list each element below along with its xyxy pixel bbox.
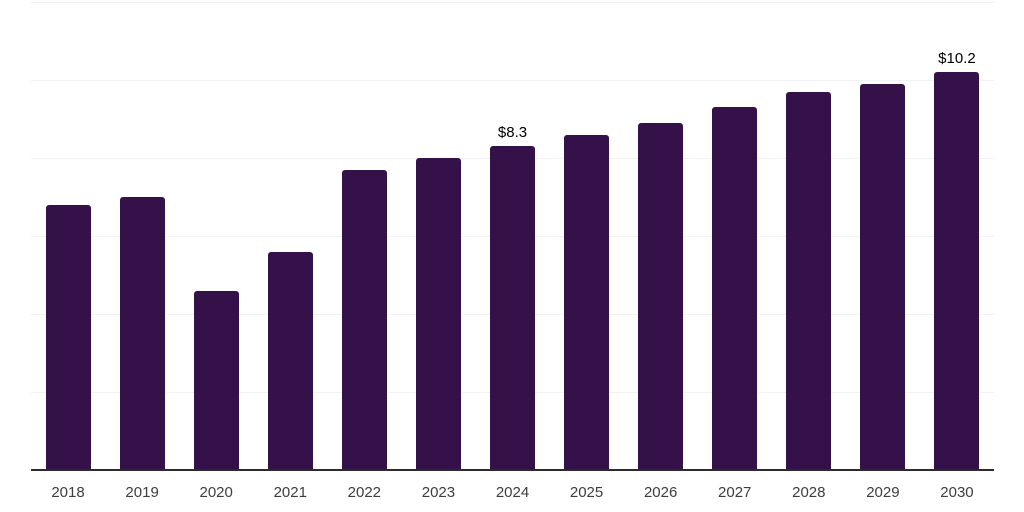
x-tick-label-2020: 2020 bbox=[199, 484, 233, 501]
bar-2020 bbox=[193, 290, 239, 470]
bar-2021 bbox=[267, 251, 313, 470]
x-tick-label-2030: 2030 bbox=[940, 484, 974, 501]
bar-2029 bbox=[860, 83, 906, 470]
x-tick-label-2019: 2019 bbox=[125, 484, 159, 501]
bar-2024 bbox=[490, 146, 535, 470]
x-axis-line bbox=[31, 469, 994, 471]
plot-area: $8.3 $10.2 bbox=[31, 2, 994, 471]
x-tick-label-2021: 2021 bbox=[273, 484, 307, 501]
gridline-12 bbox=[31, 2, 994, 3]
x-tick-label-2018: 2018 bbox=[51, 484, 85, 501]
x-tick-label-2025: 2025 bbox=[569, 484, 604, 501]
x-tick-label-2026: 2026 bbox=[643, 484, 678, 501]
bar-2022 bbox=[341, 169, 387, 470]
bar-2027 bbox=[712, 107, 758, 470]
x-tick-label-2023: 2023 bbox=[421, 484, 456, 501]
bar-2025 bbox=[564, 134, 610, 470]
x-tick-label-2028: 2028 bbox=[792, 484, 826, 501]
bar-2023 bbox=[415, 158, 461, 470]
bar-2019 bbox=[119, 197, 165, 470]
bar-2026 bbox=[638, 122, 684, 470]
x-tick-label-2029: 2029 bbox=[866, 484, 900, 501]
value-label-2030: $10.2 bbox=[938, 50, 976, 68]
gridline-10 bbox=[31, 80, 994, 81]
x-tick-label-2022: 2022 bbox=[347, 484, 382, 501]
value-label-2024: $8.3 bbox=[497, 124, 528, 142]
bar-2030 bbox=[934, 72, 980, 470]
bar-2018 bbox=[45, 204, 91, 470]
bar-2028 bbox=[786, 91, 832, 470]
x-tick-label-2027: 2027 bbox=[718, 484, 752, 501]
x-tick-label-2024: 2024 bbox=[495, 484, 530, 501]
